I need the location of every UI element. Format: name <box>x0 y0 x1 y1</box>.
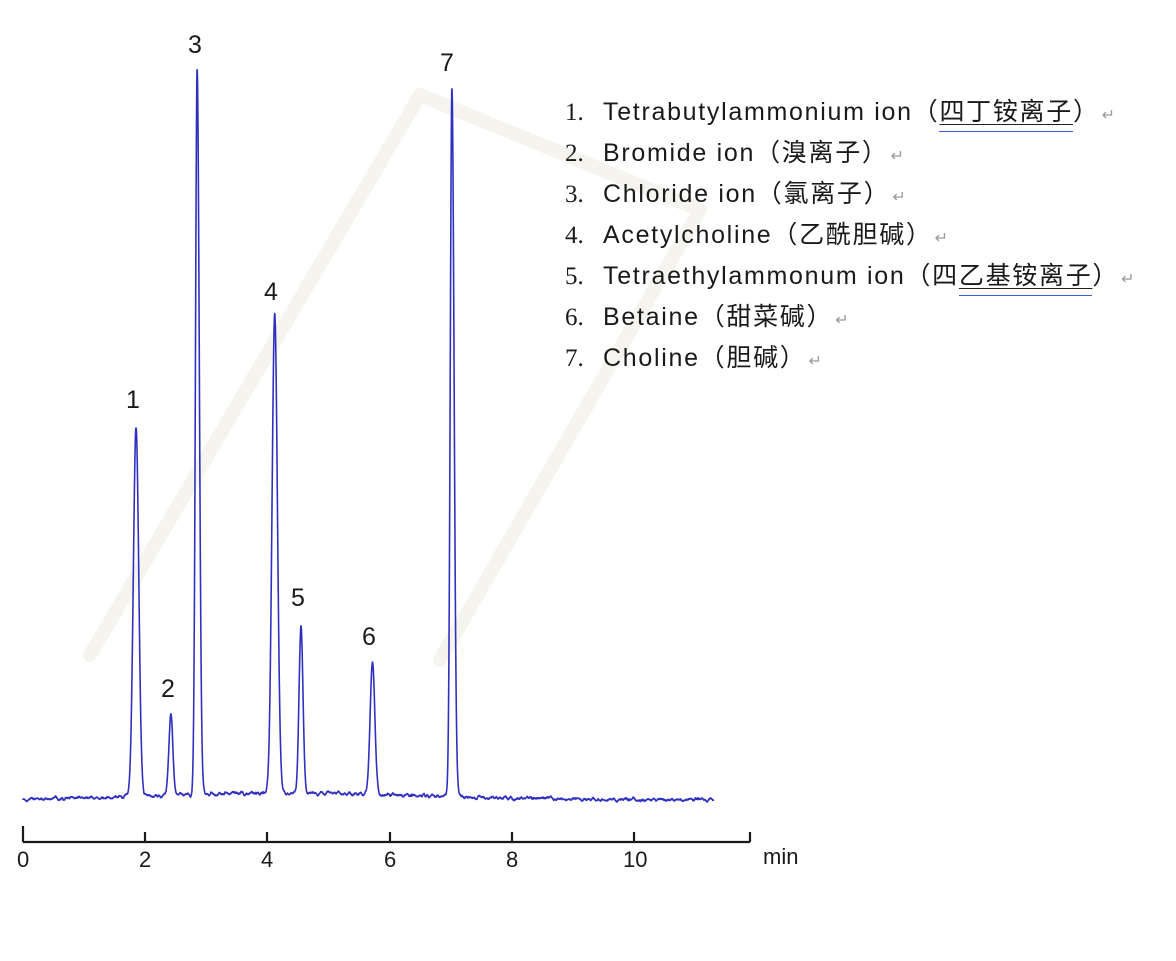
svg-text:6: 6 <box>384 847 396 872</box>
svg-text:8: 8 <box>506 847 518 872</box>
svg-text:7: 7 <box>440 49 454 77</box>
svg-text:10: 10 <box>623 847 647 872</box>
svg-text:0: 0 <box>17 847 29 872</box>
svg-text:5: 5 <box>291 584 305 612</box>
svg-text:min: min <box>763 844 798 869</box>
svg-text:4: 4 <box>264 278 278 306</box>
svg-text:4: 4 <box>261 847 273 872</box>
svg-text:6: 6 <box>362 623 376 651</box>
svg-text:2: 2 <box>139 847 151 872</box>
svg-text:3: 3 <box>188 31 202 59</box>
svg-text:2: 2 <box>161 675 175 703</box>
svg-text:1: 1 <box>126 386 140 414</box>
